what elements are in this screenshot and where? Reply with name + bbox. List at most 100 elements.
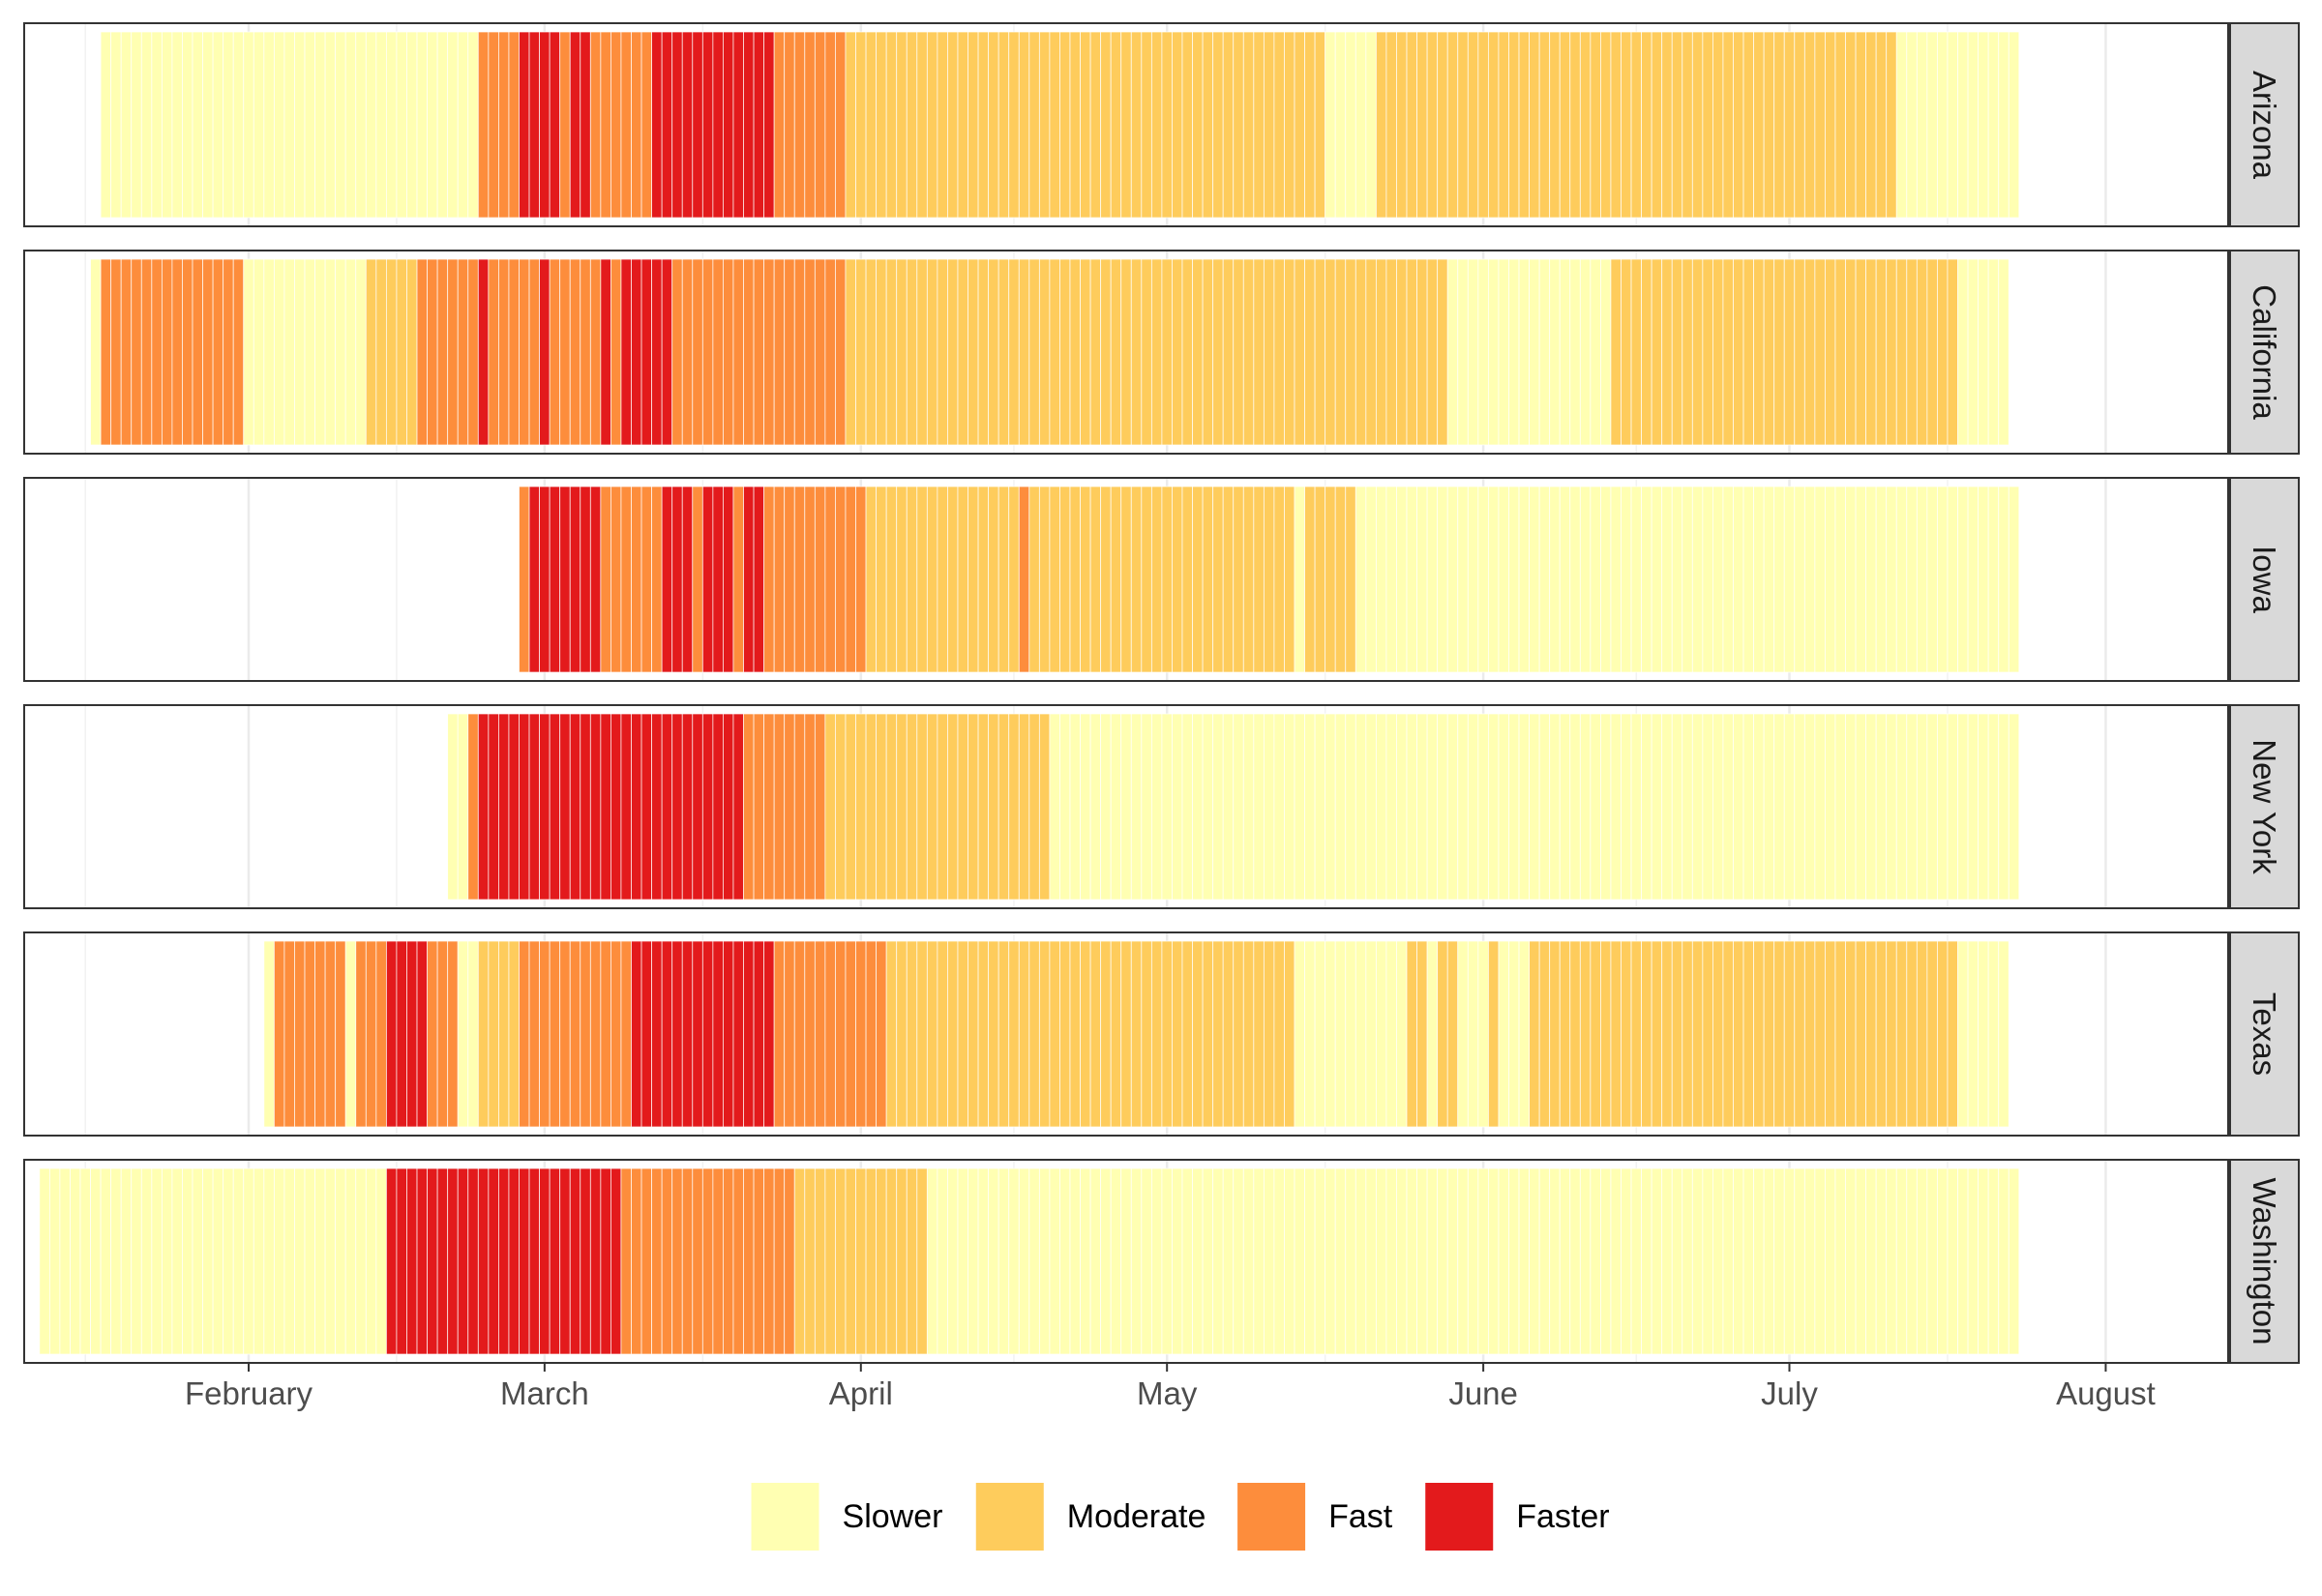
heat-tile (712, 713, 724, 901)
heat-tile (243, 31, 254, 219)
heat-tile (212, 258, 224, 446)
heat-tile (1783, 713, 1796, 901)
heat-tile (1294, 31, 1305, 219)
heat-tile (1742, 713, 1754, 901)
heat-tile (1284, 258, 1295, 446)
heat-tile (559, 258, 571, 446)
heat-tile (1998, 258, 2009, 446)
heat-tile (1957, 258, 1969, 446)
heat-tile (743, 486, 755, 673)
heat-tile (1651, 31, 1663, 219)
heat-tile (589, 258, 602, 446)
heat-tile (620, 258, 632, 446)
heat-tile (1038, 1167, 1051, 1355)
heat-tile (1080, 940, 1091, 1128)
heat-tile (1426, 940, 1439, 1128)
heat-tile (1518, 486, 1530, 673)
heat-tile (701, 940, 714, 1128)
heat-tile (773, 258, 786, 446)
heat-tile (1661, 1167, 1673, 1355)
heat-tile (498, 31, 510, 219)
heat-tile (1049, 1167, 1060, 1355)
heat-tile (1345, 31, 1356, 219)
heat-tile (1742, 1167, 1754, 1355)
facet-panels: Arizona California Iowa New York Texas Washin… (23, 22, 2300, 1364)
heat-tile (1457, 31, 1469, 219)
heat-tile (957, 31, 968, 219)
heat-tile (1008, 31, 1020, 219)
heat-tile (640, 486, 652, 673)
heat-tile (447, 713, 459, 901)
heat-tile (1783, 31, 1796, 219)
heat-tile (1365, 258, 1377, 446)
heat-tile (651, 31, 663, 219)
heat-tile (1426, 258, 1439, 446)
heat-tile (1773, 940, 1785, 1128)
heat-tile (1518, 31, 1530, 219)
heat-tile (1682, 31, 1693, 219)
heat-tile (1181, 486, 1193, 673)
heat-tile (661, 258, 673, 446)
heat-tile (1538, 940, 1551, 1128)
heat-tile (1529, 258, 1540, 446)
heat-tile (1682, 940, 1693, 1128)
heat-tile (1446, 1167, 1459, 1355)
heat-tile (1579, 713, 1592, 901)
heat-tile (1008, 486, 1020, 673)
heat-tile (743, 258, 755, 446)
x-axis-tick-label: May (1137, 1375, 1198, 1411)
heat-tile (192, 31, 203, 219)
heat-tile (753, 486, 765, 673)
heat-tile (559, 486, 571, 673)
heat-tile (171, 1167, 183, 1355)
heat-tile (1773, 713, 1785, 901)
heat-tile (651, 258, 663, 446)
heat-tile (273, 1167, 285, 1355)
heat-tile (1130, 1167, 1143, 1355)
legend: Slower Moderate Fast Faster (751, 1483, 1610, 1551)
heat-tile (283, 258, 295, 446)
heat-tile (1722, 258, 1734, 446)
heat-tile (1906, 1167, 1918, 1355)
heat-tile (1467, 31, 1479, 219)
heat-tile (1916, 486, 1928, 673)
heat-tile (1967, 1167, 1980, 1355)
heat-tile (1354, 258, 1367, 446)
heat-tile (1375, 713, 1387, 901)
heat-tile (1794, 1167, 1805, 1355)
legend-key (751, 1483, 819, 1551)
heat-tile (1273, 713, 1285, 901)
heat-tile (324, 31, 337, 219)
heat-tile (1334, 258, 1347, 446)
heat-tile (896, 713, 908, 901)
heat-tile (824, 713, 836, 901)
heat-tile (1426, 713, 1439, 901)
legend-item: Faster (1425, 1483, 1610, 1551)
heat-tile (1385, 713, 1397, 901)
heat-tile (283, 31, 295, 219)
heat-tile (793, 486, 806, 673)
heat-tile (1691, 1167, 1704, 1355)
heat-tile (671, 31, 683, 219)
heat-tile (314, 1167, 326, 1355)
heat-tile (1753, 258, 1765, 446)
heat-tile (968, 258, 979, 446)
heat-tile (1202, 486, 1214, 673)
heat-tile (1354, 940, 1367, 1128)
heat-tile (1028, 31, 1040, 219)
facet-strip (2229, 250, 2300, 455)
heat-tile (988, 486, 999, 673)
heat-tile (1120, 1167, 1132, 1355)
heat-tile (1028, 713, 1040, 901)
heat-tile (1080, 258, 1091, 446)
facet-strip (2229, 477, 2300, 682)
heat-tile (1375, 1167, 1387, 1355)
heat-tile (620, 713, 632, 901)
heat-tile (1446, 486, 1459, 673)
heat-tile (1375, 31, 1387, 219)
heat-tile (1957, 940, 1969, 1128)
heat-tile (1742, 31, 1754, 219)
heat-tile (1753, 940, 1765, 1128)
heat-tile (753, 1167, 765, 1355)
heat-tile (1233, 940, 1244, 1128)
